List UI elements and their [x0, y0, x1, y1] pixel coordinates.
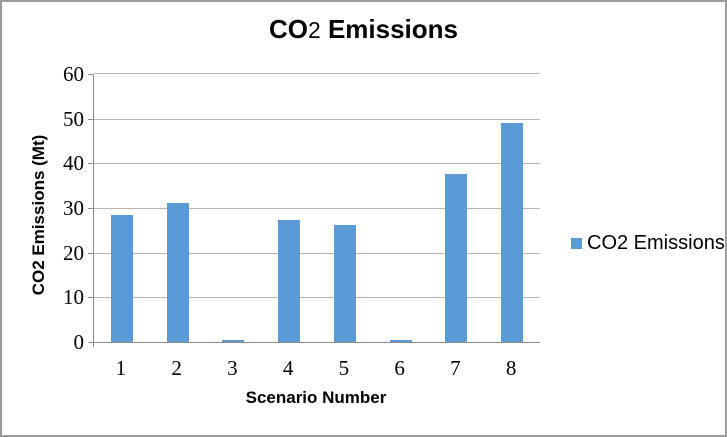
plot-area	[93, 73, 540, 343]
y-tick-label-50: 50	[63, 106, 84, 131]
y-tick-label-60: 60	[63, 62, 84, 86]
gridline-y-30	[94, 208, 540, 209]
gridline-y-60	[94, 73, 540, 74]
y-tick-mark-0	[88, 342, 93, 343]
bar-scenario-7	[445, 173, 468, 342]
y-tick-label-20: 20	[63, 240, 84, 265]
bar-scenario-5	[333, 224, 356, 342]
bar-scenario-8	[501, 123, 524, 342]
y-tick-label-0: 0	[73, 330, 85, 354]
bar-scenario-6	[389, 339, 412, 342]
y-axis-bottom-tick	[93, 342, 94, 347]
y-tick-mark-60	[88, 74, 93, 75]
x-tick-label-1: 1	[115, 356, 127, 380]
chart-title: CO2 Emissions	[2, 14, 725, 45]
bar-scenario-3	[222, 339, 245, 342]
x-tick-label-6: 6	[394, 356, 405, 380]
gridline-y-50	[94, 118, 540, 120]
y-tick-mark-10	[88, 297, 93, 299]
legend-swatch	[571, 238, 582, 249]
y-tick-mark-50	[88, 118, 93, 120]
y-tick-label-10: 10	[63, 285, 84, 310]
x-tick-label-3: 3	[227, 356, 238, 380]
legend-label: CO2 Emissions	[587, 232, 725, 254]
x-tick-label-5: 5	[338, 356, 350, 380]
legend: CO2 Emissions	[571, 232, 725, 255]
x-tick-label-8: 8	[505, 356, 517, 380]
x-tick-label-4: 4	[282, 356, 294, 380]
chart-title-prefix: CO	[268, 14, 308, 44]
bar-scenario-2	[166, 203, 189, 342]
y-tick-mark-40	[88, 163, 93, 165]
bar-scenario-1	[110, 215, 133, 342]
chart-title-subscript: 2	[307, 17, 321, 43]
y-tick-label-30: 30	[63, 196, 84, 220]
gridline-y-10	[94, 297, 540, 299]
bar-scenario-4	[278, 219, 301, 342]
x-tick-label-2: 2	[171, 356, 182, 380]
x-axis-title: Scenario Number	[245, 388, 387, 407]
x-tick-label-7: 7	[450, 356, 461, 380]
chart-title-suffix: Emissions	[320, 14, 458, 44]
gridline-y-40	[94, 163, 540, 165]
y-tick-mark-20	[88, 252, 93, 254]
y-tick-mark-30	[88, 208, 93, 209]
gridline-y-20	[94, 252, 540, 254]
y-tick-label-40: 40	[63, 151, 84, 176]
